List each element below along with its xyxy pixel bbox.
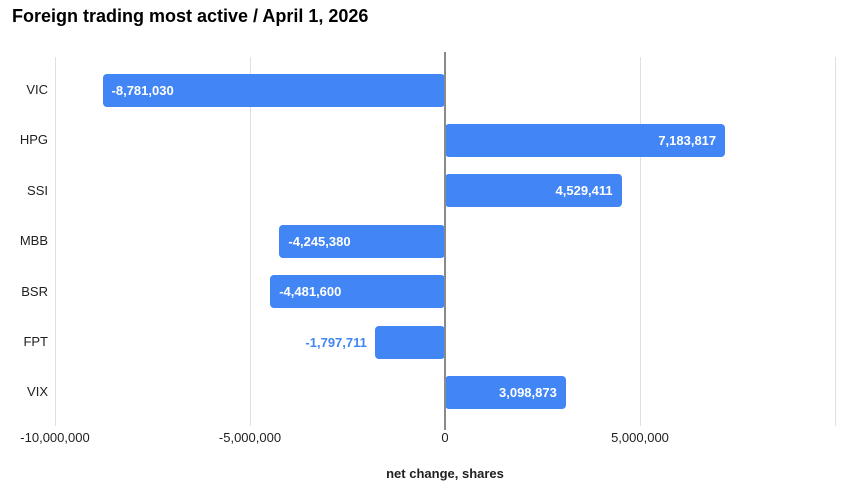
x-tick-label: 0: [441, 430, 449, 445]
category-label: FPT: [23, 334, 48, 349]
bar-ssi[interactable]: [445, 174, 622, 208]
gridline: [54, 57, 56, 426]
x-tick-label: 5,000,000: [611, 430, 669, 445]
bar-value-label: -4,481,600: [279, 284, 342, 300]
bar-vix[interactable]: [445, 375, 566, 409]
bar-fpt[interactable]: [374, 325, 445, 359]
bar-value-label: -8,781,030: [111, 82, 174, 98]
bar-vic[interactable]: [102, 73, 445, 107]
category-label: VIX: [27, 384, 48, 400]
gridline: [834, 57, 836, 426]
category-label: BSR: [21, 283, 48, 299]
gridline: [639, 57, 641, 426]
bar-bsr[interactable]: [270, 275, 445, 309]
bar-value-label: 4,529,411: [555, 183, 613, 199]
bar-value-label: -4,245,380: [288, 233, 351, 249]
zero-baseline: [444, 52, 446, 430]
gridline: [249, 57, 251, 426]
bar-value-label: 7,183,817: [658, 132, 717, 148]
category-label: MBB: [19, 233, 48, 249]
bar-hpg[interactable]: [445, 123, 726, 157]
category-label: HPG: [19, 132, 48, 148]
x-tick-label: -10,000,000: [20, 430, 90, 445]
category-label: VIC: [26, 82, 48, 97]
chart-title: Foreign trading most active / April 1, 2…: [12, 6, 369, 26]
bar-value-label: 3,098,873: [499, 384, 557, 400]
x-tick-label: -5,000,000: [218, 430, 282, 445]
bar-mbb[interactable]: [279, 224, 445, 258]
bar-value-label: -1,797,711: [305, 334, 367, 350]
x-axis-title: net change, shares: [386, 466, 504, 481]
category-label: SSI: [27, 182, 48, 198]
